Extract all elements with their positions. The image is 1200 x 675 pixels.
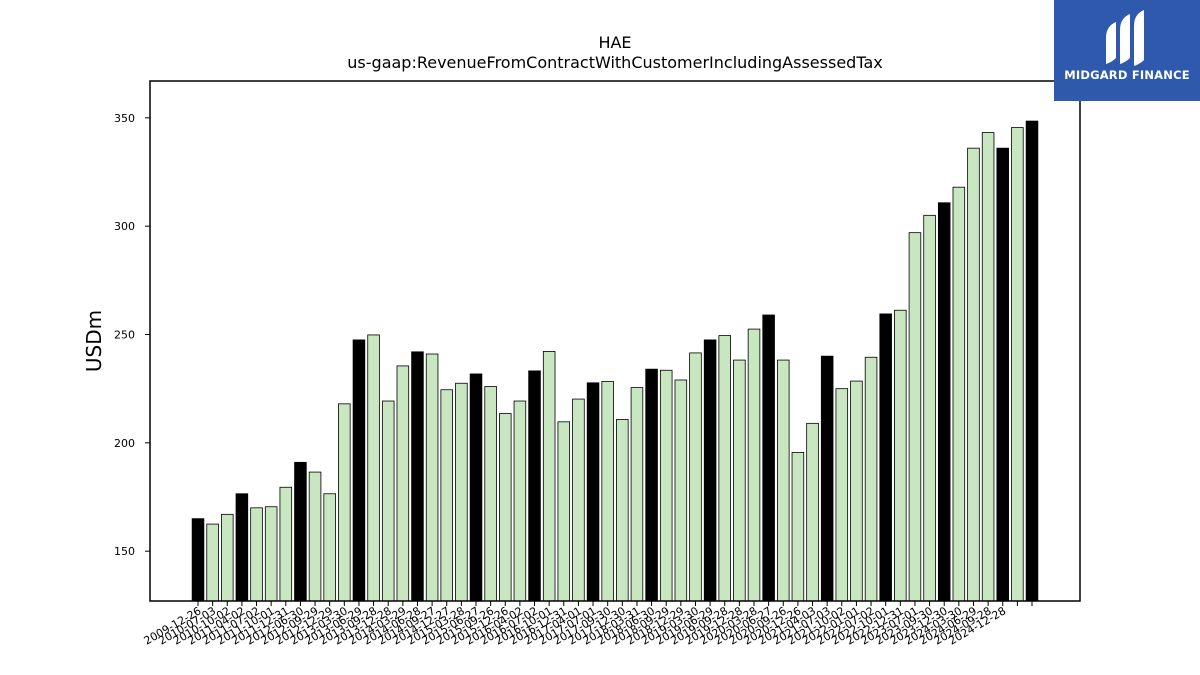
y-tick-label-3: 300 [114,220,135,233]
y-tick-label-4: 350 [114,112,135,125]
y-axis: 150 200 250 300 350 [114,112,150,558]
bar-25 [557,421,571,602]
bar-28 [601,381,614,602]
bar-27 [586,382,600,602]
bar-49 [908,232,922,602]
x-axis: 2009-12-262010-07-032010-10-022011-04-02… [142,601,1033,648]
bar-14 [396,365,410,602]
bar-16 [425,353,439,602]
bar-24 [542,350,556,602]
midgard-logo-icon [1106,10,1144,66]
chart-subtitle: us-gaap:RevenueFromContractWithCustomerI… [347,53,882,72]
bar-17 [440,389,453,602]
bar-47 [879,313,892,602]
bar-50 [923,214,936,602]
bar-32 [659,369,673,602]
bar-4 [250,507,263,602]
bar-26 [572,398,585,602]
y-axis-label: USDm [82,310,106,372]
bar-41 [791,451,805,602]
bar-15 [411,351,424,602]
bar-29 [616,419,629,602]
midgard-finance-logo: MIDGARD FINANCE [1054,0,1200,101]
bar-38 [747,328,761,602]
bar-42 [806,422,819,602]
bar-20 [484,386,497,602]
bar-33 [674,379,688,602]
bar-55 [996,147,1009,602]
bars-group [191,120,1039,602]
bar-1 [206,523,219,602]
bar-6 [279,486,293,602]
bar-22 [513,400,527,602]
bar-23 [528,370,541,602]
bar-13 [381,400,395,602]
bar-44 [835,388,849,602]
logo-text: MIDGARD FINANCE [1064,68,1190,82]
bar-11 [352,339,366,602]
y-tick-label-2: 250 [114,329,135,342]
bar-43 [820,355,834,602]
bar-52 [952,186,966,602]
y-tick-label-1: 200 [114,437,135,450]
bar-57 [1025,120,1039,602]
bar-0 [191,518,205,602]
bar-45 [850,380,863,602]
y-tick-label-0: 150 [114,545,135,558]
bar-8 [308,471,322,602]
bar-2 [221,513,234,602]
bar-10 [338,403,351,602]
bar-9 [323,493,336,602]
bar-40 [777,359,790,602]
bar-37 [733,359,746,602]
bar-3 [235,493,249,602]
bar-35 [703,339,717,602]
bar-36 [718,335,731,602]
bar-31 [645,368,658,602]
bar-19 [469,373,483,602]
bar-53 [967,147,980,602]
chart-title: HAE [598,33,631,52]
bar-39 [762,314,775,602]
bar-56 [1011,127,1024,602]
bar-48 [894,309,907,602]
bar-34 [689,352,702,602]
bar-30 [630,387,644,602]
bar-12 [367,334,380,602]
plot-frame [149,80,1081,602]
bar-18 [455,382,468,602]
bar-46 [864,356,878,602]
bar-5 [264,506,278,602]
bar-51 [937,202,951,602]
bar-21 [499,413,512,602]
bar-7 [294,461,307,602]
bar-54 [981,132,995,602]
